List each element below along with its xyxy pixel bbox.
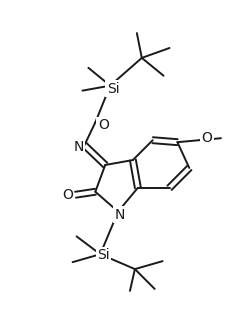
Text: N: N <box>114 208 125 222</box>
Text: Si: Si <box>96 248 109 262</box>
Text: O: O <box>62 188 73 202</box>
Text: Si: Si <box>106 82 119 96</box>
Text: N: N <box>73 140 84 154</box>
Text: O: O <box>98 118 108 132</box>
Text: O: O <box>201 131 212 145</box>
